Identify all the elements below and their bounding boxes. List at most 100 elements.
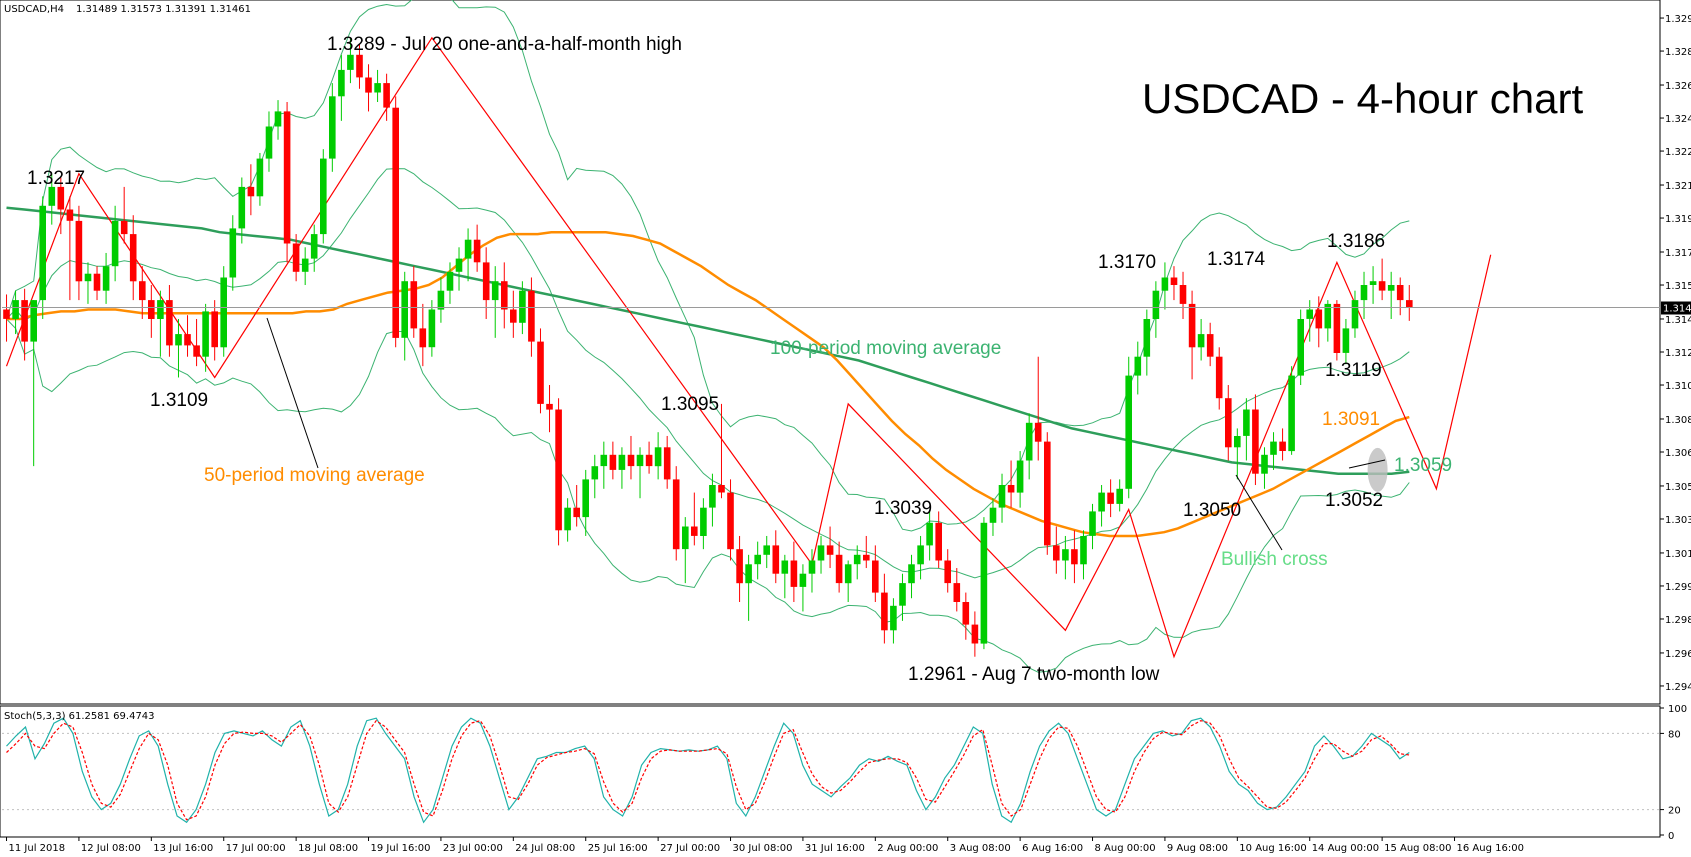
candle-body: [157, 300, 164, 319]
candle: [410, 266, 418, 338]
price-tick-label: 1.32465: [1665, 114, 1691, 125]
annotation-label: 1.3095: [661, 394, 719, 415]
candle: [953, 568, 961, 612]
price-tick-label: 1.32995: [1665, 14, 1691, 25]
candle-body: [808, 560, 816, 574]
candle-body: [899, 583, 906, 606]
candle: [356, 43, 363, 89]
candle: [863, 535, 870, 569]
time-tick-label: 6 Aug 16:00: [1022, 843, 1083, 854]
candle-body: [962, 602, 970, 625]
candle-body: [645, 454, 653, 467]
candle: [491, 266, 499, 338]
candle: [401, 271, 408, 361]
candle-body: [1053, 545, 1060, 561]
candle-body: [175, 334, 182, 346]
candle: [292, 234, 300, 282]
candle-body: [184, 334, 191, 346]
candle: [917, 535, 924, 580]
annotation-label: 1.2961 - Aug 7 two-month low: [908, 664, 1160, 685]
candle: [727, 479, 734, 561]
candle-body: [519, 290, 526, 323]
time-tick-label: 25 Jul 16:00: [588, 843, 648, 854]
candle: [564, 498, 571, 542]
candle-body: [881, 592, 888, 631]
candle-body: [1396, 285, 1404, 301]
candle: [1243, 398, 1250, 461]
annotation-pointers: [266, 317, 1386, 551]
price-tick-label: 1.30515: [1665, 482, 1691, 493]
candle-body: [329, 96, 336, 159]
candle-body: [410, 281, 418, 329]
candle: [1116, 479, 1123, 512]
candle: [238, 177, 246, 244]
candle-body: [799, 573, 807, 587]
candle: [790, 541, 798, 602]
candle-body: [953, 583, 961, 602]
candle-body: [428, 309, 436, 348]
stoch-axis: 0 20 80 100: [1660, 704, 1687, 842]
candle-body: [781, 560, 789, 574]
candle: [1170, 266, 1178, 301]
candle: [528, 277, 535, 357]
price-tick-label: 1.32820: [1665, 47, 1691, 58]
candle-body: [627, 454, 635, 467]
annotation-label: 1.3289 - Jul 20 one-and-a-half-month hig…: [327, 34, 682, 55]
candle: [220, 266, 227, 357]
candle-body: [691, 526, 698, 536]
price-tick-label: 1.29810: [1665, 615, 1691, 626]
candle-body: [1333, 303, 1341, 353]
candle-body: [220, 277, 227, 348]
main-panel: 1.3289 - Jul 20 one-and-a-half-month hig…: [0, 0, 1661, 705]
time-tick-label: 13 Jul 16:00: [153, 843, 213, 854]
candle: [1360, 271, 1368, 319]
candle: [627, 435, 635, 480]
candle: [202, 303, 209, 372]
candle: [980, 517, 988, 650]
candle-body: [1342, 328, 1350, 353]
candle: [817, 535, 825, 574]
price-tick-label: 1.29630: [1665, 649, 1691, 660]
candle-body: [1243, 409, 1250, 436]
candle-body: [980, 522, 988, 644]
candle-body: [1034, 422, 1042, 442]
candle: [473, 224, 481, 272]
candle: [392, 96, 399, 348]
candle: [736, 535, 743, 602]
candle-body: [872, 560, 879, 593]
candle-body: [1080, 536, 1087, 565]
candle: [21, 288, 28, 361]
candle-body: [202, 311, 209, 357]
candle-body: [1234, 436, 1241, 448]
ma100-line: [6, 206, 1410, 475]
stoch-tick-label: 0: [1668, 831, 1674, 842]
candle: [446, 262, 454, 304]
candle-body: [320, 158, 327, 235]
candle: [175, 318, 182, 378]
candle-body: [546, 403, 553, 410]
candle: [654, 432, 662, 480]
price-tick-label: 1.32290: [1665, 147, 1691, 158]
time-tick-label: 11 Jul 2018: [9, 843, 66, 854]
stoch-panel-frame: [0, 705, 1661, 838]
stoch-panel: Stoch(5,3,3) 61.2581 69.4743: [0, 705, 1661, 838]
annotation-label: 50-period moving average: [204, 465, 425, 486]
candle: [1188, 290, 1196, 380]
pointer-bullish-cross: [1235, 474, 1283, 551]
chart-title: USDCAD - 4-hour chart: [1142, 75, 1583, 122]
candle: [618, 447, 626, 489]
price-tick-label: 1.31050: [1665, 381, 1691, 392]
candle: [772, 530, 780, 584]
candle-body: [1044, 441, 1051, 546]
candle: [48, 173, 56, 225]
candle: [1206, 322, 1214, 367]
ohlc-header: 1.31489 1.31573 1.31391 1.31461: [76, 4, 251, 15]
candle-body: [283, 111, 291, 244]
candle: [1387, 271, 1395, 319]
candle-body: [193, 345, 200, 357]
candle-body: [66, 209, 74, 221]
candle-body: [39, 205, 46, 301]
candle: [537, 328, 544, 414]
candle-body: [455, 258, 463, 272]
candle: [908, 554, 915, 599]
